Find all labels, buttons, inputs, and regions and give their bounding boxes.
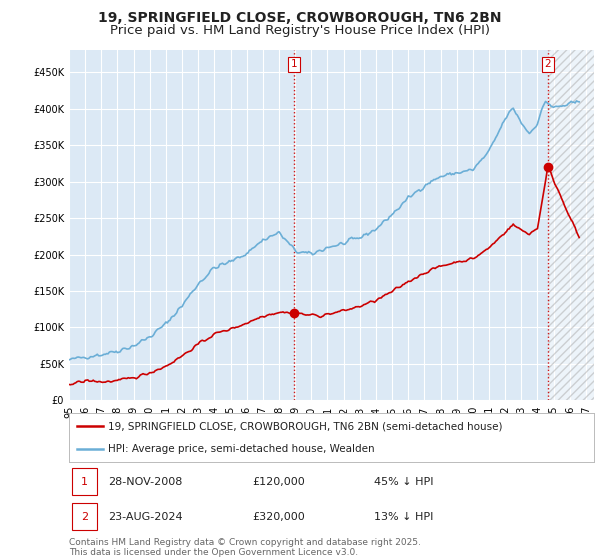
- Text: 2: 2: [545, 59, 551, 69]
- Text: 19, SPRINGFIELD CLOSE, CROWBOROUGH, TN6 2BN: 19, SPRINGFIELD CLOSE, CROWBOROUGH, TN6 …: [98, 11, 502, 25]
- FancyBboxPatch shape: [71, 468, 97, 495]
- Text: 19, SPRINGFIELD CLOSE, CROWBOROUGH, TN6 2BN (semi-detached house): 19, SPRINGFIELD CLOSE, CROWBOROUGH, TN6 …: [109, 421, 503, 431]
- Text: 1: 1: [290, 59, 297, 69]
- Text: HPI: Average price, semi-detached house, Wealden: HPI: Average price, semi-detached house,…: [109, 444, 375, 454]
- Text: 2: 2: [80, 512, 88, 521]
- Bar: [548, 50, 594, 400]
- Text: Contains HM Land Registry data © Crown copyright and database right 2025.
This d: Contains HM Land Registry data © Crown c…: [69, 538, 421, 557]
- Text: 28-NOV-2008: 28-NOV-2008: [109, 477, 183, 487]
- Text: £120,000: £120,000: [253, 477, 305, 487]
- Text: Price paid vs. HM Land Registry's House Price Index (HPI): Price paid vs. HM Land Registry's House …: [110, 24, 490, 36]
- Text: 45% ↓ HPI: 45% ↓ HPI: [373, 477, 433, 487]
- Text: £320,000: £320,000: [253, 512, 305, 521]
- FancyBboxPatch shape: [71, 503, 97, 530]
- Text: 13% ↓ HPI: 13% ↓ HPI: [373, 512, 433, 521]
- Text: 1: 1: [81, 477, 88, 487]
- Text: 23-AUG-2024: 23-AUG-2024: [109, 512, 183, 521]
